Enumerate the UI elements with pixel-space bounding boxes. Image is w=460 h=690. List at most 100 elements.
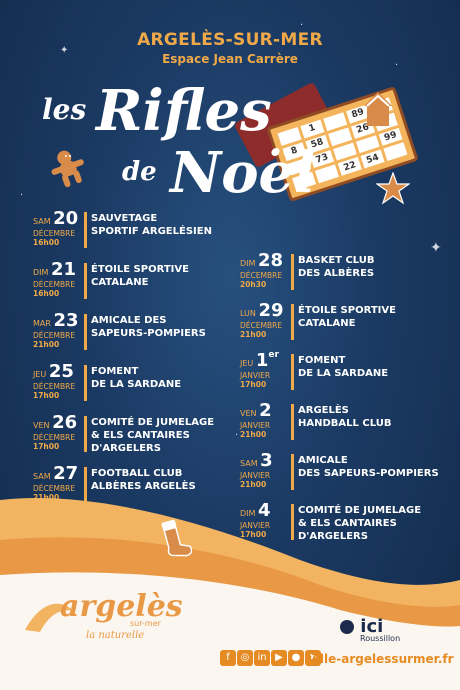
event-date: DIM 28 DÉCEMBRE 20h30: [240, 250, 288, 290]
event-organizer: ARGELÈS HANDBALL CLUB: [298, 405, 392, 429]
event-day-suffix: er: [268, 350, 279, 360]
event-month: DÉCEMBRE: [33, 280, 76, 289]
event-divider: [84, 416, 87, 452]
argeles-logo-text: argelès: [60, 589, 183, 624]
event-time: 17h00: [240, 530, 267, 539]
event-day-number: 27: [53, 463, 79, 484]
event-organizer: FOMENT DE LA SARDANE: [91, 366, 182, 390]
sparkle-icon: ·: [235, 430, 239, 441]
gingerbread-man-icon: [51, 150, 84, 188]
event-item: DIM 21 DÉCEMBRE 16h00 ÉTOILE SPORTIVE CATAL…: [33, 259, 243, 305]
event-weekday: LUN: [240, 309, 259, 318]
event-month: DÉCEMBRE: [33, 331, 76, 340]
event-date: LUN 29 DÉCEMBRE 21h00: [240, 300, 288, 340]
event-item: SAM 3 JANVIER 21h00 AMICALE DES SAPEURS-POM…: [240, 450, 450, 496]
youtube-icon[interactable]: ▶: [271, 650, 287, 666]
argeles-logo-mark: argelès sur-mer la naturelle: [25, 589, 183, 641]
event-organizer: SAUVETAGE SPORTIF ARGELÉSIEN: [91, 213, 212, 237]
sparkle-icon: ·: [300, 20, 304, 31]
title-noel: Noël: [170, 140, 316, 206]
ici-logo-text: ici: [360, 616, 384, 637]
linkedin-icon[interactable]: in: [254, 650, 270, 666]
stocking-cookie-icon: [161, 519, 192, 557]
event-weekday: SAM: [33, 472, 54, 481]
event-weekday: DIM: [240, 259, 258, 268]
event-divider: [84, 365, 87, 401]
event-organizer: ÉTOILE SPORTIVE CATALANE: [298, 305, 396, 329]
sparkle-icon: ·: [20, 190, 24, 201]
event-month: DÉCEMBRE: [240, 271, 283, 280]
event-day-number: 4: [257, 500, 271, 521]
flickr-icon[interactable]: ●: [288, 650, 304, 666]
event-item: DIM 28 DÉCEMBRE 20h30 BASKET CLUB DES ALBÈR…: [240, 250, 450, 296]
event-item: MAR 23 DÉCEMBRE 21h00 AMICALE DES SAPEURS-P…: [33, 310, 243, 356]
event-day-number: 2: [259, 400, 272, 421]
event-weekday: MAR: [33, 319, 54, 328]
event-month: JANVIER: [240, 521, 271, 530]
ici-logo-sub: Roussillon: [360, 634, 401, 643]
pointer-icon[interactable]: ➤: [305, 650, 321, 666]
event-month: DÉCEMBRE: [240, 321, 283, 330]
event-organizer: BASKET CLUB DES ALBÈRES: [298, 255, 375, 279]
event-month: DÉCEMBRE: [33, 229, 76, 238]
argeles-logo-tagline: la naturelle: [86, 630, 144, 641]
event-month: JANVIER: [240, 371, 271, 380]
event-divider: [291, 504, 294, 540]
gingerbread-star-icon: [376, 172, 410, 205]
event-day-number: 1: [255, 350, 269, 371]
event-weekday: DIM: [240, 509, 258, 518]
event-month: JANVIER: [240, 471, 271, 480]
event-time: 21h00: [240, 430, 267, 439]
event-month: DÉCEMBRE: [33, 484, 76, 493]
event-date: MAR 23 DÉCEMBRE 21h00: [33, 310, 81, 350]
event-time: 16h00: [33, 238, 60, 247]
event-item: JEU 25 DÉCEMBRE 17h00 FOMENT DE LA SARDANE: [33, 361, 243, 407]
instagram-icon[interactable]: ◎: [237, 650, 253, 666]
event-day-number: 23: [53, 310, 79, 331]
event-time: 21h00: [33, 340, 60, 349]
event-divider: [84, 212, 87, 248]
event-day-number: 3: [260, 450, 273, 471]
event-time: 17h00: [240, 380, 267, 389]
event-date: DIM 4 JANVIER 17h00: [240, 500, 288, 540]
event-item: JEU 1er JANVIER 17h00 FOMENT DE LA SARDANE: [240, 350, 450, 396]
event-item: SAM 27 DÉCEMBRE 21h00 FOOTBALL CLUB ALBÈRES…: [33, 463, 243, 509]
event-month: DÉCEMBRE: [33, 382, 76, 391]
event-item: DIM 4 JANVIER 17h00 COMITÉ DE JUMELAGE & EL…: [240, 500, 450, 546]
venue-name: Espace Jean Carrère: [162, 52, 298, 66]
header: ARGELÈS-SUR-MER Espace Jean Carrère: [0, 30, 460, 66]
argeles-logo-sub: sur-mer: [130, 619, 162, 628]
event-day-number: 28: [257, 250, 284, 271]
event-time: 17h00: [33, 442, 60, 451]
facebook-icon[interactable]: f: [220, 650, 236, 666]
event-time: 21h00: [33, 493, 60, 502]
event-divider: [291, 454, 294, 490]
sparkle-icon: ·: [395, 60, 399, 71]
event-date: SAM 20 DÉCEMBRE 16h00: [33, 208, 81, 248]
event-time: 21h00: [240, 480, 267, 489]
event-time: 21h00: [240, 330, 267, 339]
event-divider: [291, 354, 294, 390]
event-weekday: DIM: [33, 268, 51, 277]
event-date: VEN 2 JANVIER 21h00: [240, 400, 288, 440]
event-date: DIM 21 DÉCEMBRE 16h00: [33, 259, 81, 299]
title-rifles: Rifles: [96, 78, 272, 144]
event-date: VEN 26 DÉCEMBRE 17h00: [33, 412, 81, 452]
ici-dot-icon: [340, 620, 354, 634]
event-organizer: FOOTBALL CLUB ALBÈRES ARGELÈS: [91, 468, 196, 492]
website-url[interactable]: ville-argelessurmer.fr: [308, 652, 454, 666]
event-weekday: JEU: [33, 370, 49, 379]
event-organizer: COMITÉ DE JUMELAGE & ELS CANTAIRES D'ARG…: [298, 505, 422, 542]
event-organizer: AMICALE DES SAPEURS-POMPIERS: [91, 315, 206, 339]
event-day-number: 29: [258, 300, 284, 321]
sparkle-icon: ✦: [430, 240, 442, 256]
gingerbread-house-icon: [364, 92, 392, 126]
event-day-number: 25: [48, 361, 74, 382]
event-date: JEU 25 DÉCEMBRE 17h00: [33, 361, 81, 401]
event-organizer: AMICALE DES SAPEURS-POMPIERS: [298, 455, 439, 479]
event-month: JANVIER: [240, 421, 271, 430]
title-de: de: [122, 157, 157, 187]
event-item: LUN 29 DÉCEMBRE 21h00 ÉTOILE SPORTIVE CATAL…: [240, 300, 450, 346]
event-item: VEN 2 JANVIER 21h00 ARGELÈS HANDBALL CLUB: [240, 400, 450, 446]
